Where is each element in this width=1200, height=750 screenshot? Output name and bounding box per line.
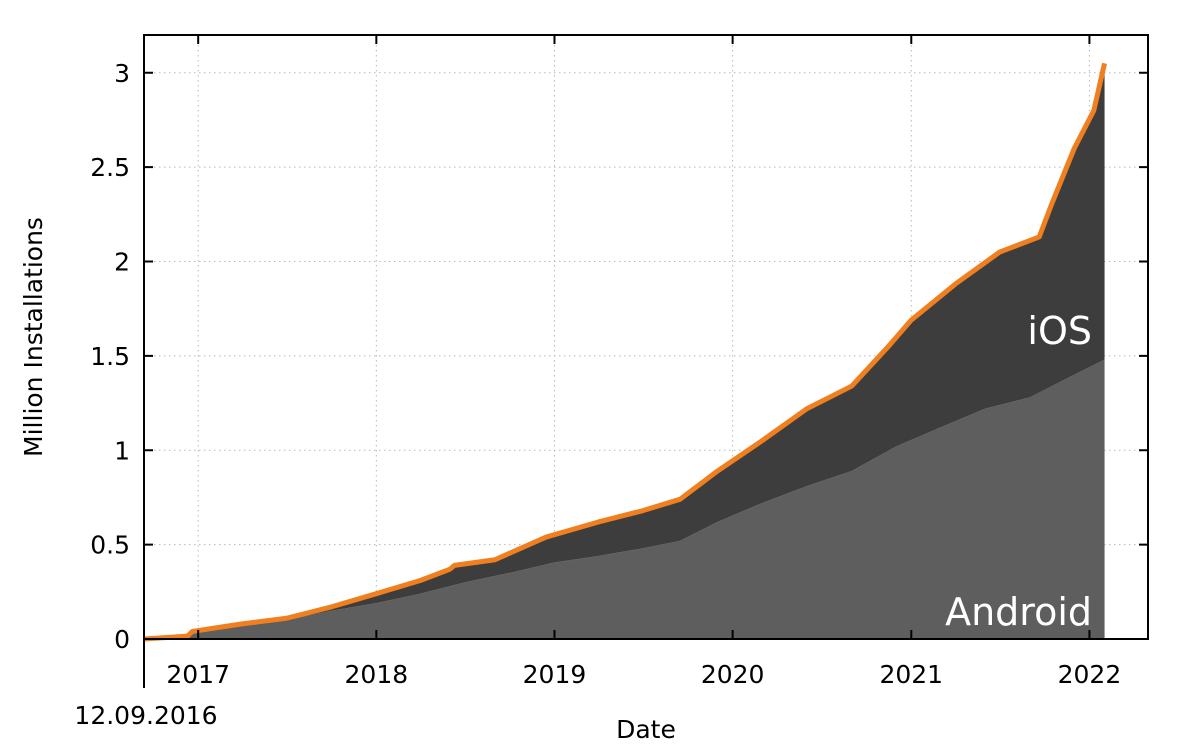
plot-frame (143, 34, 1149, 640)
series-label-android: Android (945, 590, 1092, 634)
total-installations-line (143, 62, 1107, 642)
ios-area (144, 63, 1105, 639)
y-tick-label: 0 (114, 625, 130, 654)
series-label-ios: iOS (1027, 309, 1092, 353)
y-tick-label: 3 (114, 59, 130, 88)
x-axis: 2017 2018 2019 2020 2021 2022 (166, 35, 1121, 689)
x-tick-label: 2020 (701, 660, 765, 689)
x-tick-label: 2021 (879, 660, 943, 689)
x-axis-title: Date (616, 715, 676, 744)
y-tick-label: 1 (114, 436, 130, 465)
y-axis: 0 0.5 1 1.5 2 2.5 3 (90, 59, 1148, 654)
y-tick-label: 1.5 (90, 342, 130, 371)
y-axis-title: Million Installations (19, 217, 48, 457)
x-tick-label: 2018 (345, 660, 409, 689)
android-area (144, 359, 1105, 639)
y-tick-label: 2 (114, 248, 130, 277)
x-tick-label: 2022 (1058, 660, 1122, 689)
x-tick-label: 2019 (523, 660, 587, 689)
y-tick-label: 0.5 (90, 531, 130, 560)
x-tick-label: 2017 (166, 660, 230, 689)
start-date-label: 12.09.2016 (74, 701, 217, 730)
y-tick-label: 2.5 (90, 153, 130, 182)
